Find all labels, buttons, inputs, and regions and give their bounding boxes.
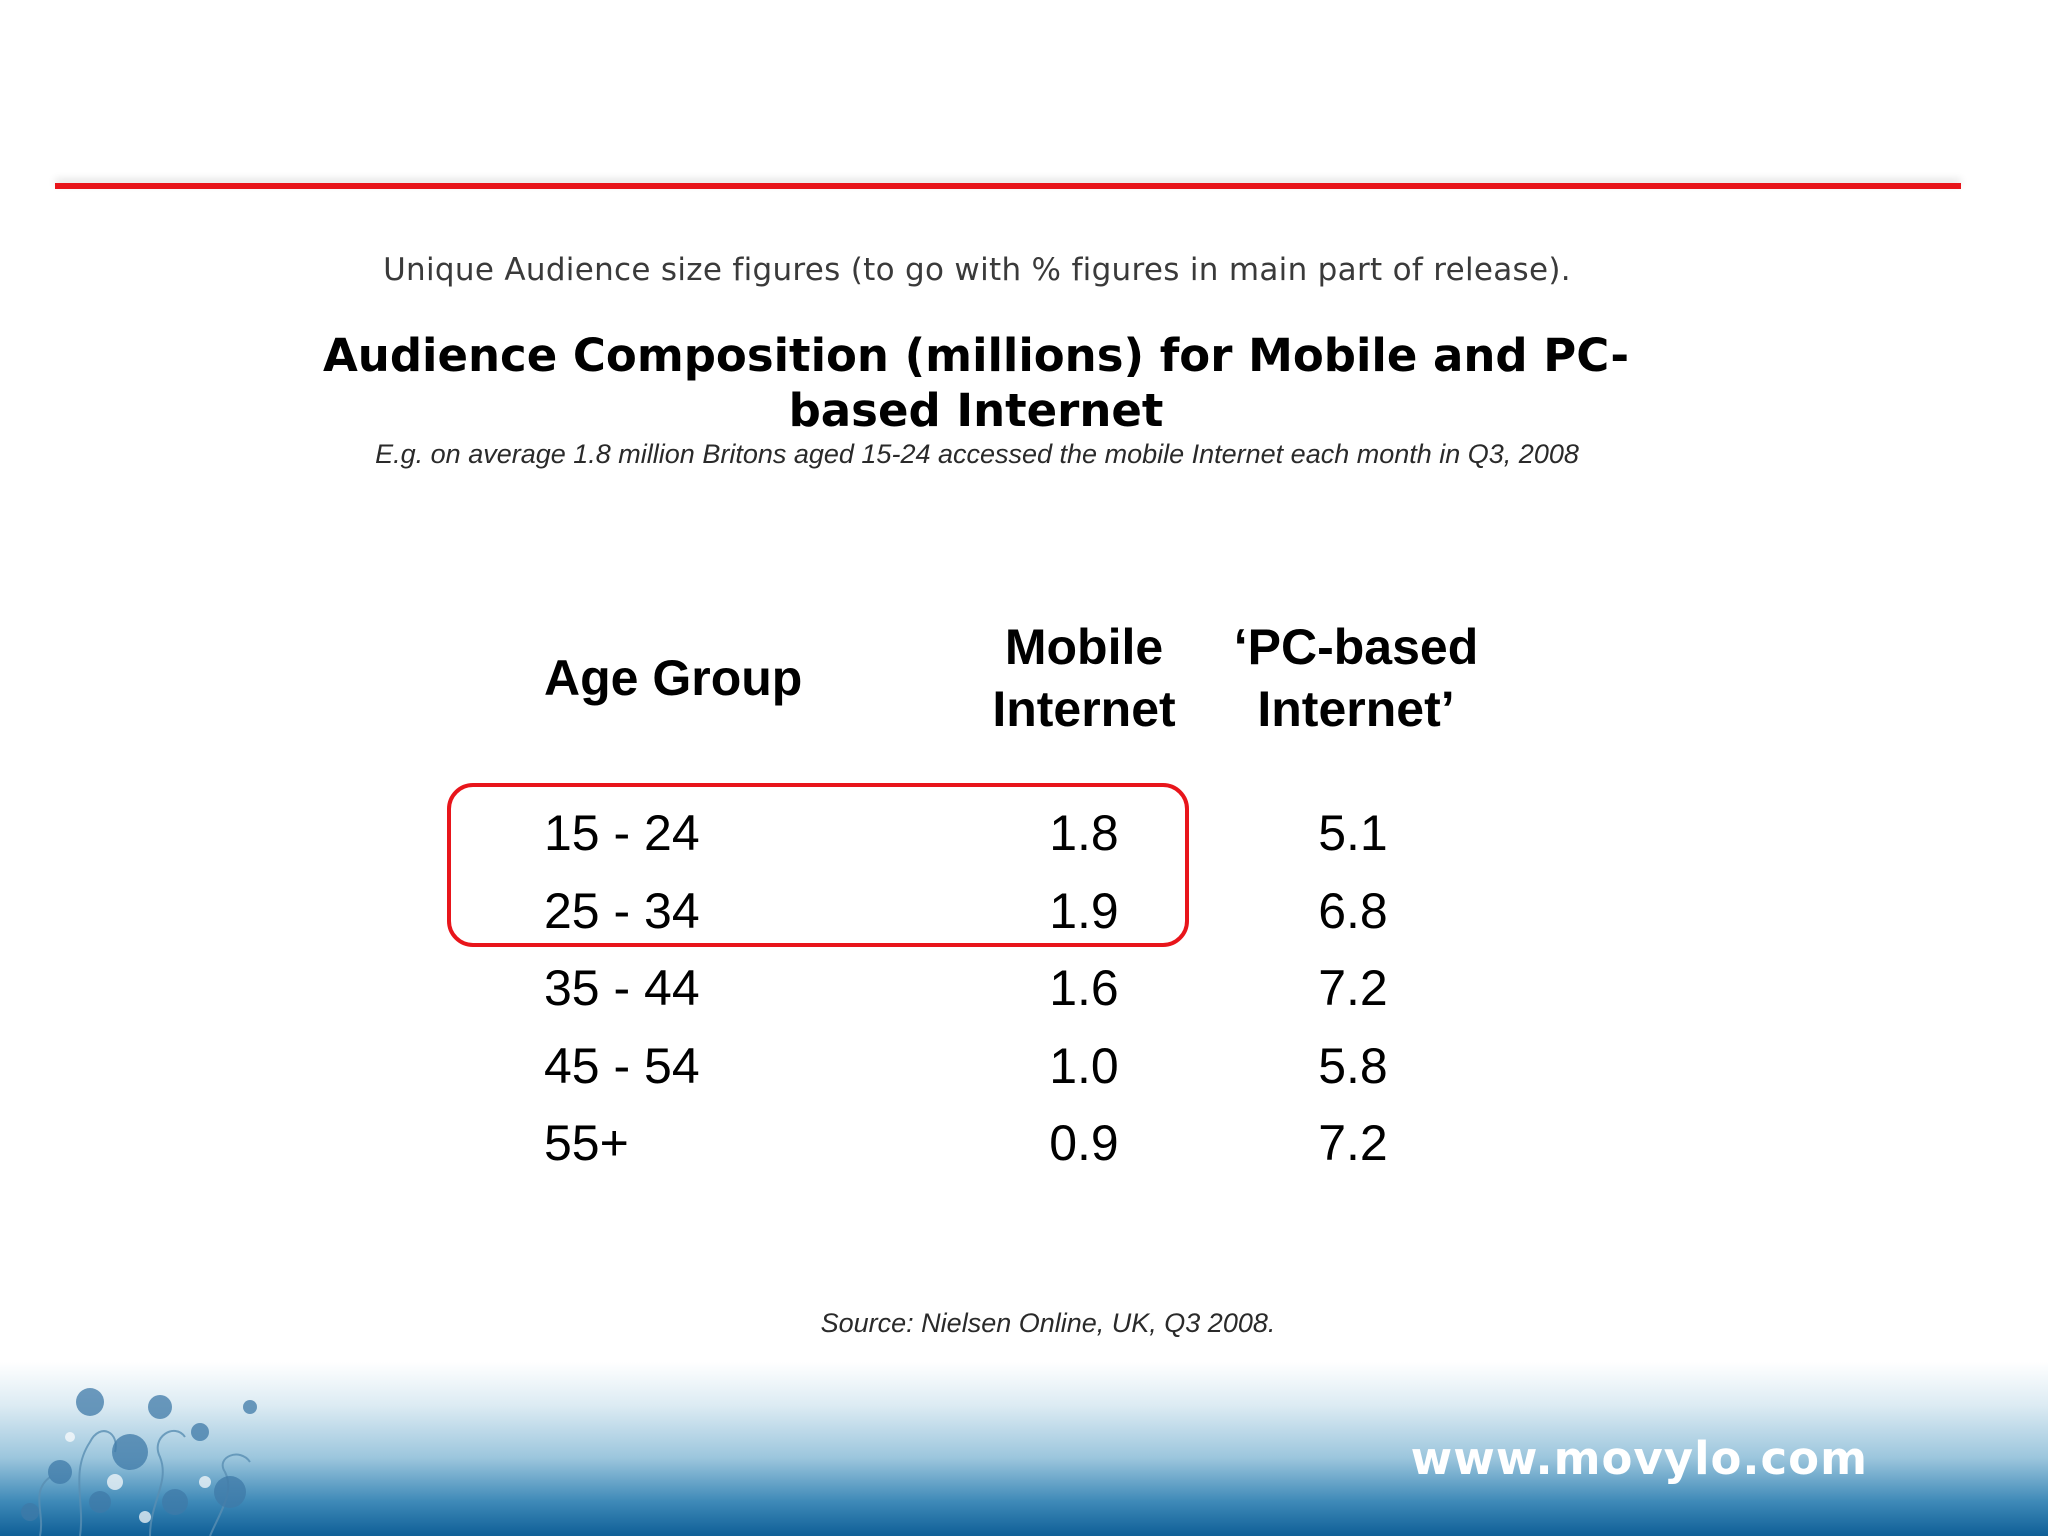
header-pc-internet: ‘PC-based Internet’ (1196, 616, 1516, 740)
pc-cell: 7.2 (1318, 1115, 1388, 1171)
age-cell: 35 - 44 (544, 960, 700, 1016)
mobile-cell: 1.9 (1049, 883, 1119, 939)
example-note: E.g. on average 1.8 million Britons aged… (375, 439, 1579, 469)
header-mobile-internet: Mobile Internet (964, 616, 1204, 740)
intro-text: Unique Audience size figures (to go with… (383, 252, 1571, 288)
age-cell: 25 - 34 (544, 883, 700, 939)
table-row: 15 - 24 1.8 5.1 (0, 804, 2048, 874)
age-cell: 45 - 54 (544, 1038, 700, 1094)
age-cell: 55+ (544, 1115, 629, 1171)
table-title: Audience Composition (millions) for Mobi… (322, 329, 1630, 437)
header-pc-line1: ‘PC-based (1233, 619, 1479, 675)
mobile-cell: 1.0 (1049, 1038, 1119, 1094)
table-row: 55+ 0.9 7.2 (0, 1114, 2048, 1184)
highlight-box (447, 783, 1189, 947)
header-mobile-line1: Mobile (1004, 619, 1164, 675)
header-pc-line2: Internet’ (1257, 681, 1455, 737)
mobile-cell: 0.9 (1049, 1115, 1119, 1171)
mobile-cell: 1.6 (1049, 960, 1119, 1016)
header-divider (55, 183, 1961, 189)
source-note: Source: Nielsen Online, UK, Q3 2008. (820, 1308, 1276, 1338)
table-row: 35 - 44 1.6 7.2 (0, 959, 2048, 1029)
table-row: 25 - 34 1.9 6.8 (0, 882, 2048, 952)
header-mobile-line2: Internet (992, 681, 1176, 737)
footer-bar: www.movylo.com (0, 1362, 2048, 1536)
pc-cell: 5.8 (1318, 1038, 1388, 1094)
pc-cell: 5.1 (1318, 805, 1388, 861)
age-cell: 15 - 24 (544, 805, 700, 861)
table-row: 45 - 54 1.0 5.8 (0, 1037, 2048, 1107)
header-age-group: Age Group (544, 650, 803, 706)
mobile-cell: 1.8 (1049, 805, 1119, 861)
bubble-decoration-icon (21, 1388, 257, 1536)
pc-cell: 6.8 (1318, 883, 1388, 939)
pc-cell: 7.2 (1318, 960, 1388, 1016)
website-link[interactable]: www.movylo.com (1410, 1432, 1868, 1485)
